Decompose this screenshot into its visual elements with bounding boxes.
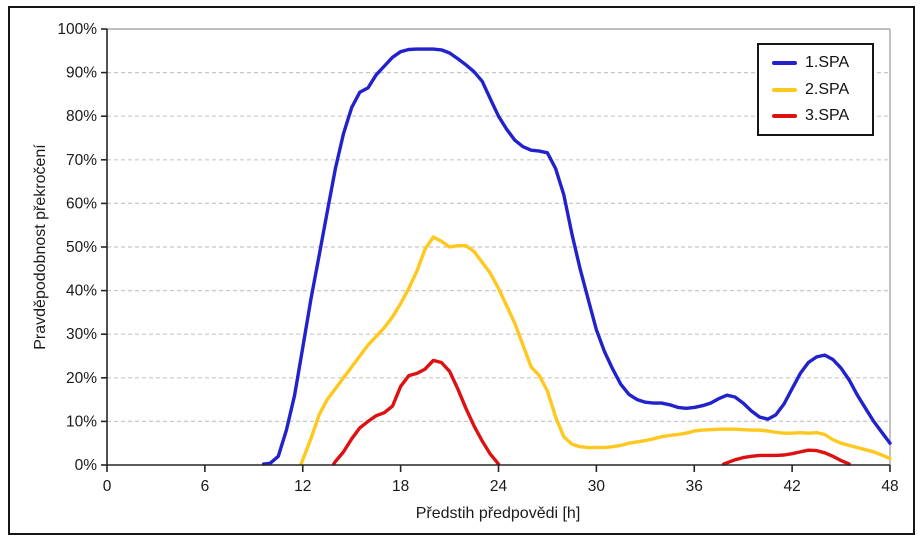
y-tick-label: 50% (66, 239, 97, 256)
legend: 1.SPA 2.SPA 3.SPA (757, 43, 874, 136)
y-tick-label: 30% (66, 326, 97, 343)
x-tick-label: 24 (490, 478, 508, 495)
x-tick-label: 30 (588, 478, 606, 495)
y-tick-label: 10% (66, 413, 97, 430)
y-tick-label: 80% (66, 108, 97, 125)
y-tick-label: 70% (66, 152, 97, 169)
series-line-2-spa (299, 235, 892, 466)
legend-label-2spa: 2.SPA (805, 80, 850, 98)
x-tick-label: 42 (784, 478, 801, 495)
y-tick-label: 40% (66, 283, 97, 300)
legend-item-2spa: 2.SPA (759, 80, 872, 98)
y-tick-label: 90% (66, 65, 97, 82)
y-axis-title: Pravděpodobnost překročení (32, 144, 49, 350)
y-tick-label: 60% (66, 195, 97, 212)
x-tick-label: 12 (294, 478, 311, 495)
series-line-1-spa (261, 47, 892, 466)
x-tick-label: 36 (686, 478, 703, 495)
legend-item-1spa: 1.SPA (759, 55, 872, 71)
y-tick-label: 100% (57, 21, 97, 38)
y-tick-label: 0% (75, 457, 98, 474)
series-line-3-spa (332, 358, 851, 466)
legend-line-sample-1spa (772, 61, 797, 66)
legend-label-3spa: 3.SPA (805, 106, 850, 124)
legend-item-3spa: 3.SPA (759, 106, 872, 124)
x-tick-label: 18 (392, 478, 409, 495)
x-tick-label: 48 (881, 478, 898, 495)
y-tick-label: 20% (66, 370, 97, 387)
legend-line-sample-2spa (772, 87, 797, 92)
x-tick-label: 0 (103, 478, 112, 495)
legend-label-1spa: 1.SPA (805, 54, 850, 72)
x-tick-label: 6 (201, 478, 210, 495)
x-axis-title: Předstih předpovědi [h] (415, 505, 581, 522)
legend-line-sample-3spa (772, 113, 797, 118)
